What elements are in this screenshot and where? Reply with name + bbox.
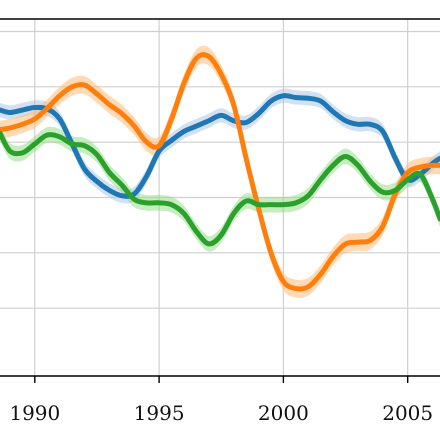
x-tick-label-2005: 2005: [382, 401, 433, 425]
confidence-bands: [0, 45, 440, 298]
x-tick-label-1995: 1995: [134, 401, 185, 425]
series-band-orange: [0, 45, 440, 298]
x-tick-label-2000: 2000: [258, 401, 309, 425]
axes: [0, 18, 440, 377]
series-lines: [0, 52, 440, 292]
series-line-orange: [0, 52, 440, 292]
grid-layer: [0, 19, 440, 376]
x-tick-label-1990: 1990: [9, 401, 60, 425]
series-line-green: [0, 130, 440, 247]
series-band-blue: [0, 88, 440, 204]
x-axis-ticks: 1990 1995 2000 2005: [9, 376, 433, 425]
